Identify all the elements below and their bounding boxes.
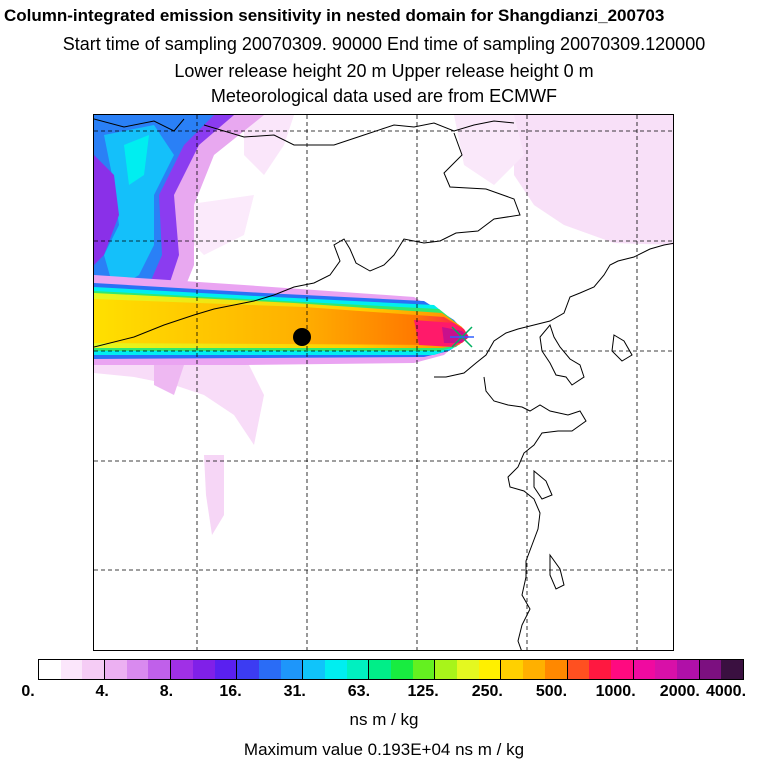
color-scale-segment	[148, 660, 172, 679]
receptor-x-marker	[450, 326, 474, 348]
color-scale-segment	[171, 660, 193, 679]
color-scale-tick-label: 16.	[219, 683, 242, 700]
color-scale-tick-label: 1000.	[595, 683, 636, 700]
color-scale-segment	[369, 660, 391, 679]
color-scale-segment	[478, 660, 502, 679]
met-data-info: Meteorological data used are from ECMWF	[210, 86, 558, 106]
color-scale-segment	[346, 660, 370, 679]
map-canvas	[94, 115, 673, 650]
color-scale-segment	[699, 660, 722, 679]
color-scale-segment	[523, 660, 545, 679]
color-scale-segment	[324, 660, 347, 679]
color-scale-segment	[721, 660, 743, 679]
color-scale-segment	[435, 660, 458, 679]
sampling-time-info: Start time of sampling 20070309. 90000 E…	[62, 34, 706, 54]
color-scale-tick-label: 125.	[407, 683, 439, 700]
color-scale-segment	[676, 660, 700, 679]
color-scale-segment	[655, 660, 677, 679]
color-scale-segment	[105, 660, 127, 679]
color-scale-segment	[82, 660, 106, 679]
color-scale-segment	[457, 660, 479, 679]
location-dot-marker	[293, 328, 311, 346]
color-scale-segment	[610, 660, 634, 679]
color-scale-segment	[237, 660, 259, 679]
color-scale-segment	[39, 660, 61, 679]
lat-lon-grid	[94, 115, 673, 650]
color-scale-tick-label: 4000.	[705, 683, 747, 700]
color-scale-segment	[280, 660, 304, 679]
color-scale-segment	[214, 660, 238, 679]
legend-units: ns m / kg	[349, 710, 419, 729]
color-scale-tick-label: 4.	[95, 683, 109, 700]
color-scale-bar	[38, 659, 744, 680]
color-scale-segment	[412, 660, 436, 679]
color-scale-tick-label: 250.	[471, 683, 503, 700]
coastlines	[94, 118, 673, 650]
color-scale-segment	[391, 660, 413, 679]
release-height-info: Lower release height 20 m Upper release …	[174, 61, 594, 81]
low-sensitivity-field	[94, 115, 673, 535]
color-scale-tick-label: 31.	[283, 683, 306, 700]
figure-title: Column-integrated emission sensitivity i…	[4, 6, 665, 25]
color-scale-tick-label: 63.	[347, 683, 371, 700]
color-scale-segment	[544, 660, 568, 679]
main-plume	[94, 275, 469, 365]
color-scale-segment	[633, 660, 656, 679]
northwest-plume-branch	[94, 115, 264, 320]
color-scale-segment	[192, 660, 215, 679]
color-scale-segment	[501, 660, 524, 679]
color-scale-segment	[589, 660, 611, 679]
color-scale-segment	[126, 660, 149, 679]
color-scale-tick-label: 0.	[21, 683, 35, 700]
color-scale-segment	[258, 660, 281, 679]
max-value-label: Maximum value 0.193E+04 ns m / kg	[243, 740, 525, 759]
sensitivity-map	[93, 114, 674, 651]
color-scale-segment	[567, 660, 590, 679]
color-scale-tick-label: 2000.	[659, 683, 700, 700]
color-scale-segment	[303, 660, 325, 679]
color-scale-tick-label: 500.	[535, 683, 568, 700]
color-scale-segment	[60, 660, 83, 679]
color-scale-tick-label: 8.	[159, 683, 174, 700]
